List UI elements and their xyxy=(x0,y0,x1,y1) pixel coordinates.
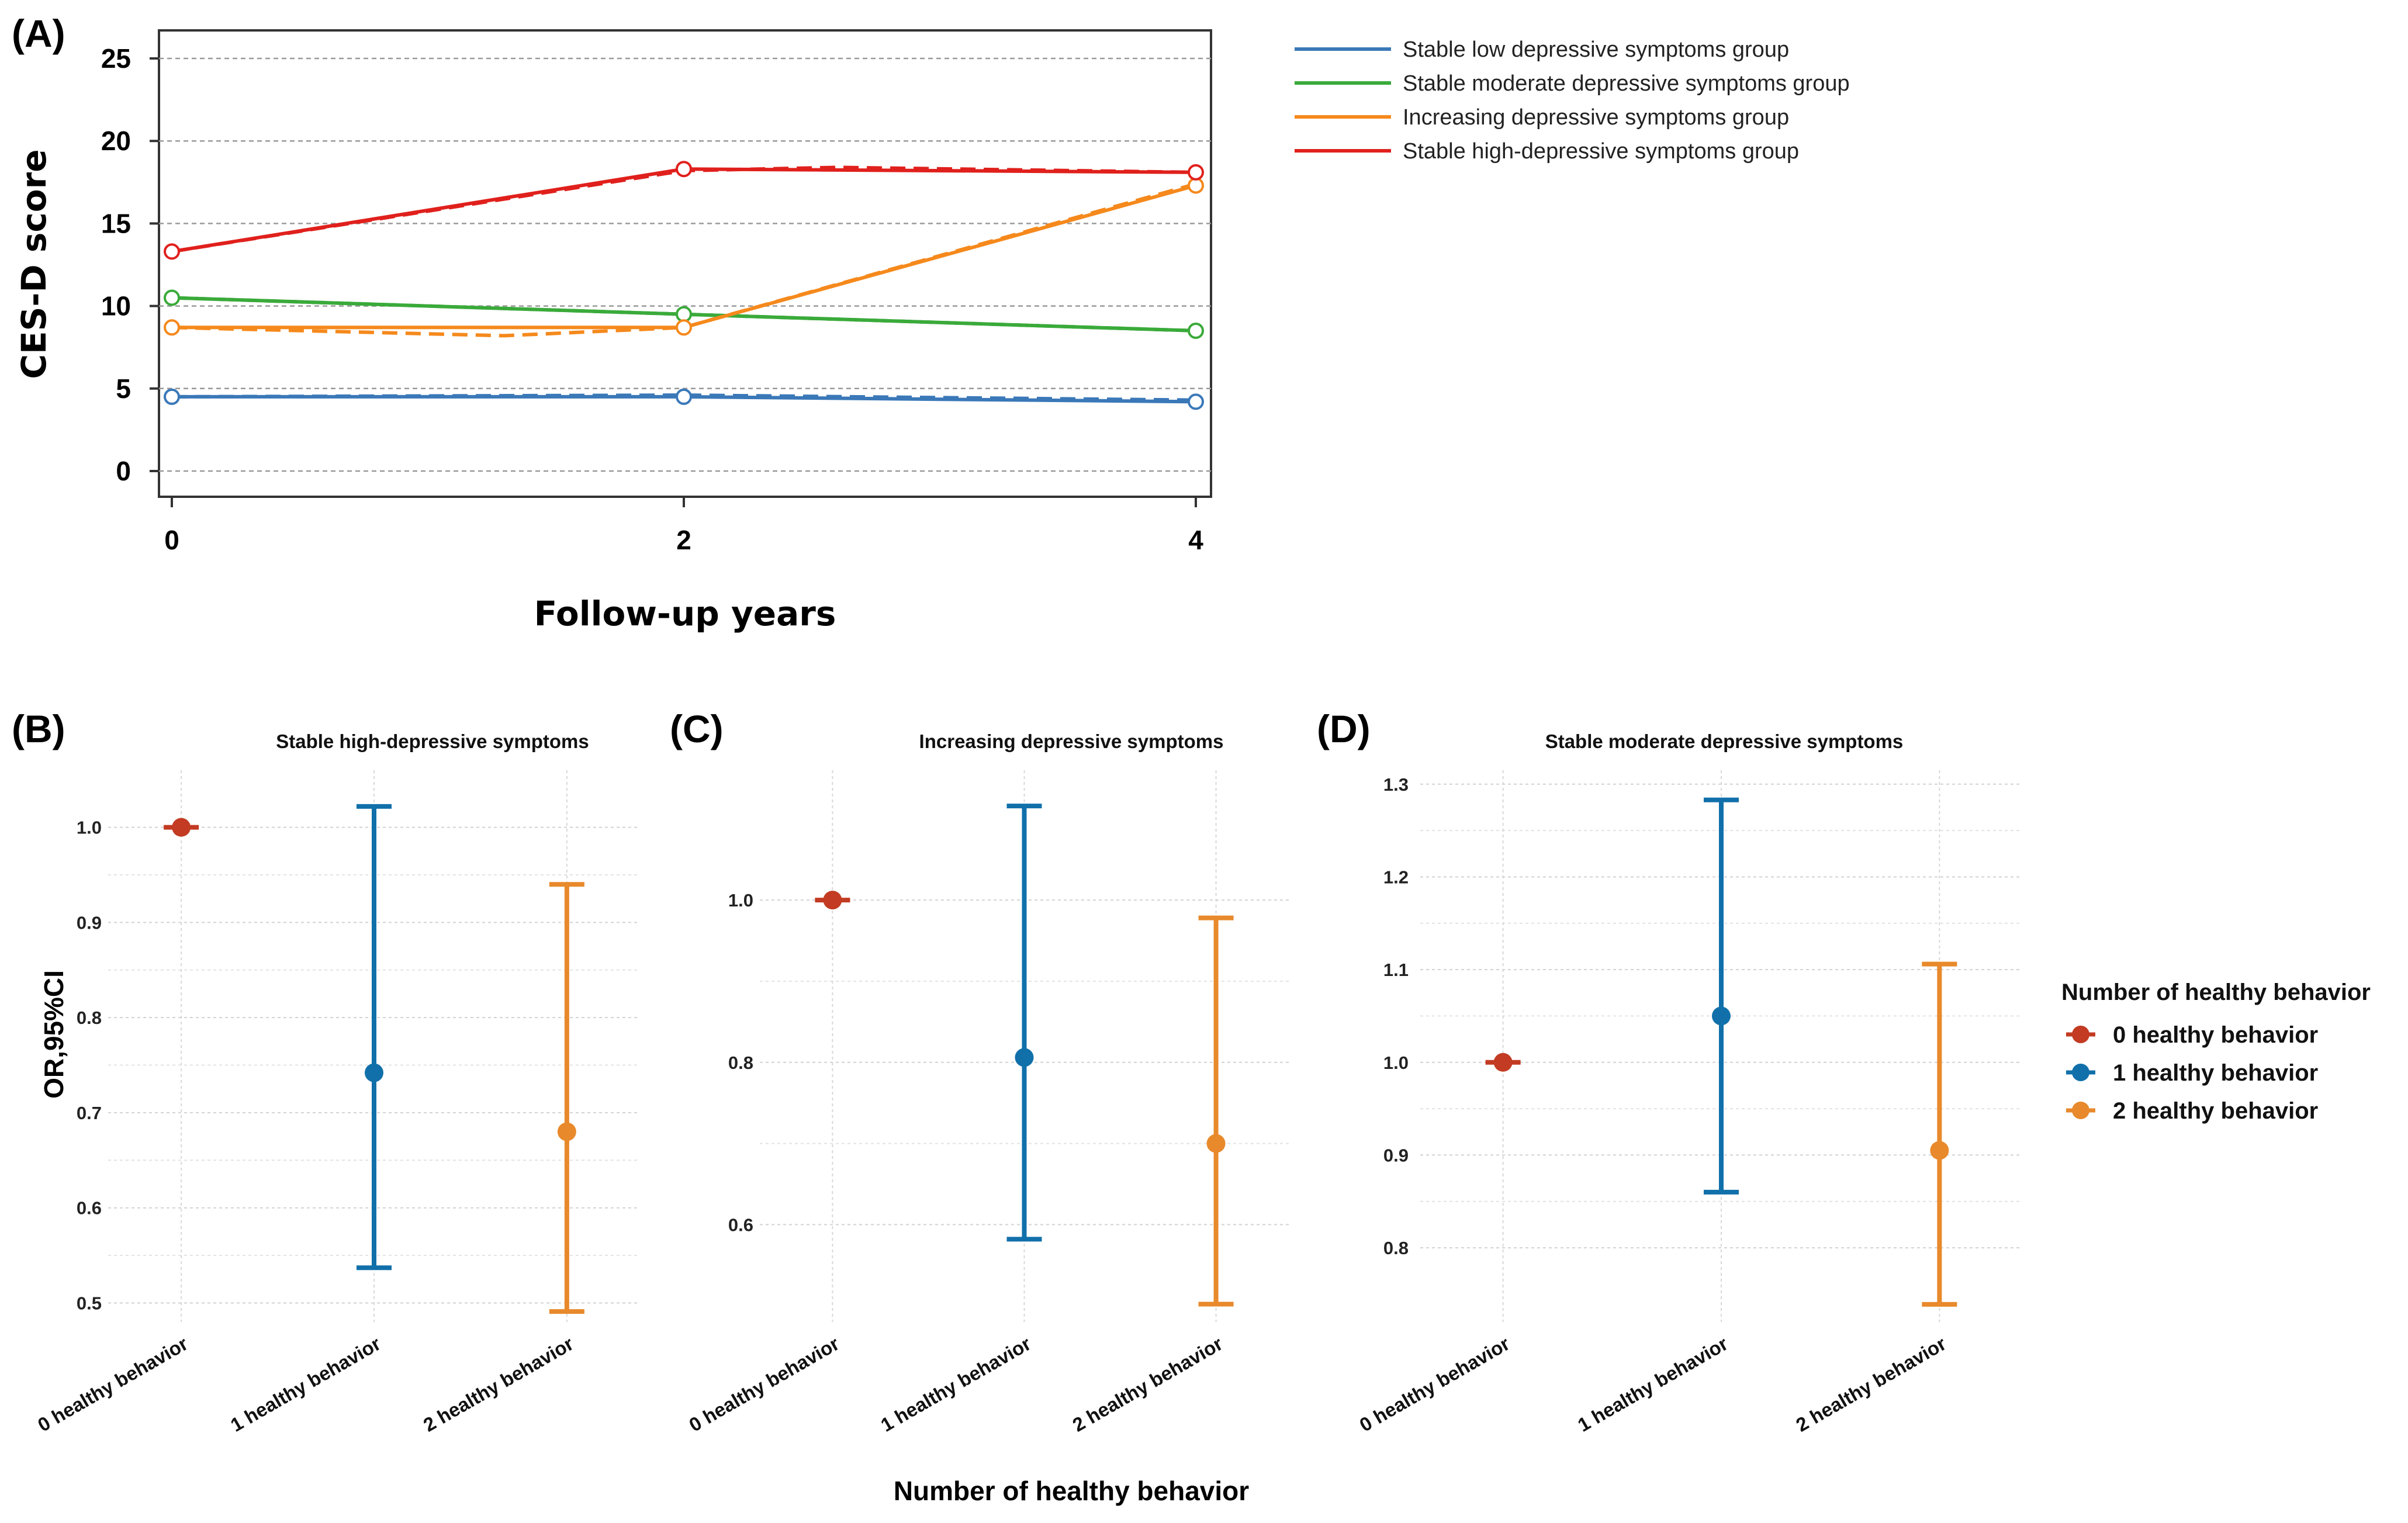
panel-a-point xyxy=(676,319,692,336)
panel-d-y-tick-label: 0.9 xyxy=(1383,1145,1409,1165)
panel-b-letter: (B) xyxy=(12,707,65,750)
or-legend-swatch-dot xyxy=(2072,1102,2089,1119)
panel-a-y-tick-label: 0 xyxy=(116,456,131,486)
panel-b-x-tick-label: 2 healthy behavior xyxy=(420,1332,577,1436)
panel-d-y-tick-label: 1.1 xyxy=(1383,960,1409,980)
panel-d-x-tick-label: 0 healthy behavior xyxy=(1356,1332,1514,1436)
panel-a-observed-line xyxy=(171,167,1196,254)
panel-a-point xyxy=(164,319,180,336)
panel-c-estimate xyxy=(1198,915,1234,1307)
panel-b: (B) Stable high-depressive symptoms OR,9… xyxy=(12,707,640,1436)
or-legend-title: Number of healthy behavior xyxy=(2061,979,2371,1005)
panel-d-estimate xyxy=(1485,1053,1521,1072)
panel-a-point xyxy=(1188,164,1204,181)
panel-c-point xyxy=(823,891,842,910)
panel-b-title: Stable high-depressive symptoms xyxy=(276,731,589,752)
panel-a-x-tick-label: 0 xyxy=(164,525,179,555)
panel-a-legend-label: Stable high-depressive symptoms group xyxy=(1403,139,1799,164)
or-legend-swatch-dot xyxy=(2072,1064,2089,1081)
panel-a-point xyxy=(164,289,180,306)
panel-a-legend-label: Stable low depressive symptoms group xyxy=(1403,37,1789,62)
panel-b-x-tick-label: 0 healthy behavior xyxy=(34,1332,192,1436)
panel-c-y-tick-label: 1.0 xyxy=(728,890,753,911)
panel-b-y-tick-label: 0.5 xyxy=(77,1293,102,1313)
panel-b-y-tick-label: 0.9 xyxy=(77,912,102,933)
panel-a-y-tick-label: 20 xyxy=(101,126,131,156)
panel-c-point xyxy=(1015,1048,1034,1067)
panel-a-letter: (A) xyxy=(12,12,65,55)
panel-a-y-tick-label: 15 xyxy=(101,208,131,238)
panel-a-point xyxy=(164,388,180,405)
panel-a: (A) 0 5 10 15 20 25 0 2 4 CES-D score Follow-up… xyxy=(12,12,1850,634)
panel-d-estimate xyxy=(1704,797,1739,1195)
panel-b-y-tick-label: 1.0 xyxy=(77,818,102,838)
or-legend-label: 1 healthy behavior xyxy=(2113,1060,2318,1086)
panel-a-x-axis-title: Follow-up years xyxy=(534,594,836,634)
panel-a-point xyxy=(676,161,692,178)
panel-a-y-axis-title: CES-D score xyxy=(14,149,54,379)
panel-d-x-tick-label: 2 healthy behavior xyxy=(1792,1332,1950,1436)
panel-c-estimate xyxy=(815,891,850,910)
panel-a-point xyxy=(676,306,692,323)
panel-d-y-tick-label: 0.8 xyxy=(1383,1238,1409,1258)
panel-b-y-tick-label: 0.7 xyxy=(77,1103,102,1123)
panel-a-point xyxy=(1188,393,1204,410)
panel-b-y-tick-label: 0.8 xyxy=(77,1008,102,1028)
panel-a-plot-frame xyxy=(158,29,1212,498)
panel-c: (C) Increasing depressive symptoms Numbe… xyxy=(670,707,1289,1506)
panel-d: (D) Stable moderate depressive symptoms … xyxy=(1317,707,2022,1436)
panel-b-point xyxy=(172,818,191,837)
panel-d-point xyxy=(1712,1006,1731,1026)
panel-a-y-tick-label: 10 xyxy=(101,291,131,321)
panel-a-fitted-line xyxy=(171,165,1196,254)
panel-c-x-axis-title: Number of healthy behavior xyxy=(894,1476,1249,1506)
panel-d-y-tick-label: 1.2 xyxy=(1383,867,1409,887)
panel-c-y-tick-label: 0.8 xyxy=(728,1053,753,1073)
panel-c-y-tick-label: 0.6 xyxy=(728,1214,753,1235)
panel-b-estimate xyxy=(357,804,392,1271)
or-legend-label: 2 healthy behavior xyxy=(2113,1098,2318,1124)
panel-c-x-tick-label: 1 healthy behavior xyxy=(877,1332,1035,1436)
panel-c-x-tick-label: 2 healthy behavior xyxy=(1069,1332,1227,1436)
panel-b-y-axis-title: OR,95%CI xyxy=(39,970,69,1099)
panel-a-legend-label: Stable moderate depressive symptoms grou… xyxy=(1403,71,1850,96)
panel-a-legend: Stable low depressive symptoms group Stab… xyxy=(1295,37,1850,164)
panel-a-x-tick-label: 4 xyxy=(1188,525,1203,555)
panel-c-title: Increasing depressive symptoms xyxy=(919,731,1224,752)
panel-a-y-tick-label: 25 xyxy=(101,43,131,74)
or-legend: Number of healthy behavior 0 healthy beh… xyxy=(2061,979,2371,1124)
panel-a-point xyxy=(1188,177,1204,194)
panel-a-legend-label: Increasing depressive symptoms group xyxy=(1403,105,1789,130)
panel-d-x-tick-label: 1 healthy behavior xyxy=(1574,1332,1732,1436)
or-legend-label: 0 healthy behavior xyxy=(2113,1022,2318,1048)
panel-c-x-tick-label: 0 healthy behavior xyxy=(685,1332,843,1436)
panel-b-point xyxy=(365,1063,383,1082)
panel-a-series xyxy=(164,388,1204,410)
panel-d-y-tick-label: 1.3 xyxy=(1383,774,1409,795)
panel-a-series xyxy=(164,161,1204,260)
panel-a-y-tick-label: 5 xyxy=(116,373,131,404)
panel-a-point xyxy=(676,388,692,405)
panel-d-point xyxy=(1493,1053,1513,1072)
panel-b-y-tick-label: 0.6 xyxy=(77,1198,102,1219)
or-legend-swatch-dot xyxy=(2072,1026,2089,1043)
panel-b-point xyxy=(557,1122,576,1141)
panel-d-y-tick-label: 1.0 xyxy=(1383,1053,1409,1073)
panel-d-point xyxy=(1930,1141,1949,1160)
panel-d-estimate xyxy=(1922,961,1957,1307)
panel-d-title: Stable moderate depressive symptoms xyxy=(1545,731,1904,752)
panel-b-estimate xyxy=(164,818,199,837)
panel-a-series xyxy=(164,289,1204,339)
panel-a-x-tick-label: 2 xyxy=(676,525,691,555)
panel-c-estimate xyxy=(1006,804,1042,1242)
panel-b-estimate xyxy=(549,882,584,1314)
panel-b-x-tick-label: 1 healthy behavior xyxy=(227,1332,385,1436)
panel-c-letter: (C) xyxy=(670,707,724,750)
panel-d-letter: (D) xyxy=(1317,707,1371,750)
panel-a-point xyxy=(164,243,180,260)
panel-c-point xyxy=(1206,1134,1226,1153)
panel-a-point xyxy=(1188,322,1204,339)
